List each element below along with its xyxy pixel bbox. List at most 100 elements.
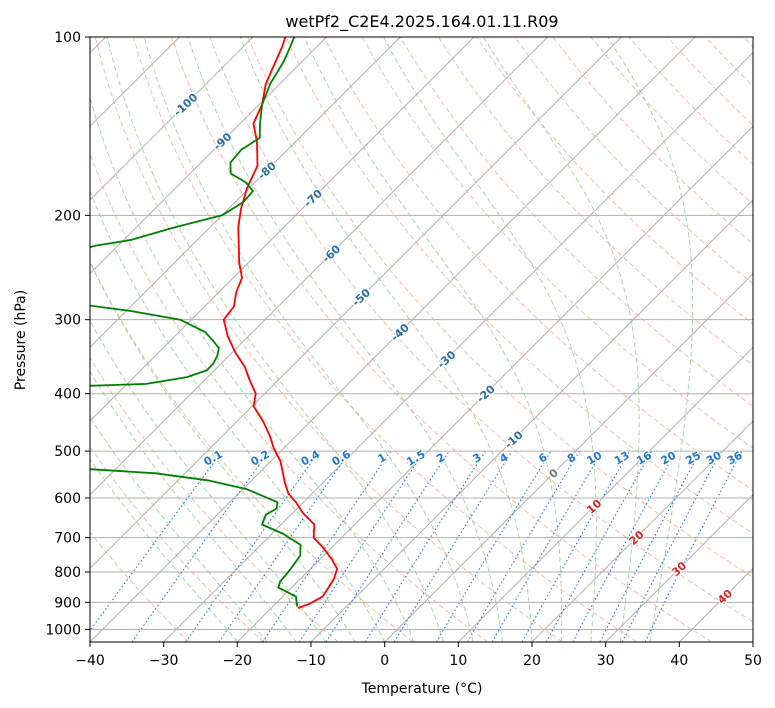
moist-adiabat <box>106 37 445 642</box>
mixing-ratio-line <box>262 450 392 642</box>
x-tick-label: 50 <box>744 653 762 669</box>
mixing-ratio-line <box>90 450 223 632</box>
dry-adiabat <box>704 37 753 87</box>
dry-adiabat <box>171 37 712 642</box>
isotherm-line <box>236 125 753 642</box>
mixing-ratio-line <box>572 450 677 642</box>
moist-adiabat <box>90 416 268 642</box>
isotherm-label: -100 <box>171 91 200 119</box>
mixing-ratio-line <box>644 450 743 642</box>
moist-adiabat <box>90 189 386 642</box>
y-axis: 100 200 300 400 500 600 700 800 900 1000 <box>45 30 90 638</box>
moist-adiabat <box>187 37 503 642</box>
dry-adiabat <box>90 531 190 642</box>
dry-adiabat <box>90 446 264 642</box>
dry-adiabat <box>90 356 339 642</box>
moist-adiabat <box>143 37 474 642</box>
x-axis-label: Temperature (°C) <box>361 681 483 697</box>
dry-adiabat <box>437 37 753 366</box>
isotherm-line <box>90 37 696 642</box>
dry-adiabat <box>90 152 488 642</box>
y-tick-label: 500 <box>54 444 81 460</box>
mixing-ratio-line <box>599 450 701 642</box>
dry-adiabat <box>399 37 753 407</box>
isotherm-line <box>457 346 753 642</box>
x-tick-label: −30 <box>149 653 179 669</box>
x-tick-label: −20 <box>223 653 253 669</box>
dry-adiabat <box>743 37 753 48</box>
moist-adiabat <box>303 37 563 642</box>
dry-adiabat <box>666 37 753 126</box>
mixing-ratio-line <box>467 450 580 642</box>
chart-title: wetPf2_C2E4.2025.164.01.11.R09 <box>285 12 558 32</box>
mixing-ratio-line <box>298 450 425 642</box>
isotherm-line <box>752 641 753 642</box>
x-tick-label: −10 <box>296 653 326 669</box>
isotherm-line <box>90 37 549 496</box>
dry-adiabat <box>590 37 753 205</box>
x-tick-label: 0 <box>380 653 389 669</box>
isotherm-line <box>163 51 753 642</box>
x-tick-label: 30 <box>597 653 615 669</box>
plot-frame <box>89 36 754 643</box>
y-tick-label: 900 <box>54 595 81 611</box>
mixing-ratio-line <box>218 450 351 642</box>
moist-adiabat <box>482 37 640 642</box>
y-tick-label: 800 <box>54 565 81 581</box>
mixing-ratio-label: 8 <box>565 451 578 466</box>
mixing-ratio-line <box>545 450 653 642</box>
isotherm-line <box>678 567 753 642</box>
temperature-line <box>222 37 338 609</box>
moist-adiabat <box>383 37 597 642</box>
isotherm-line <box>90 37 254 201</box>
y-tick-label: 1000 <box>45 622 81 638</box>
dry-adiabat <box>552 37 753 245</box>
mixing-ratio-line <box>131 450 270 642</box>
y-tick-label: 600 <box>54 491 81 507</box>
dry-adiabat <box>514 37 753 285</box>
isotherm-line <box>90 37 401 349</box>
y-tick-label: 200 <box>54 208 81 224</box>
isotherm-line <box>90 37 328 275</box>
y-axis-label: Pressure (hPa) <box>13 290 29 390</box>
x-tick-label: 10 <box>449 653 467 669</box>
moist-adiabat <box>607 37 694 642</box>
dry-adiabat <box>323 37 753 491</box>
x-tick-label: 40 <box>670 653 688 669</box>
mixing-ratio-label: 3 <box>471 451 484 466</box>
dry-adiabat <box>285 37 753 535</box>
dry-adiabat <box>209 37 753 623</box>
mixing-ratio-line <box>521 450 630 642</box>
y-tick-label: 700 <box>54 531 81 547</box>
mixing-ratio-label: 4 <box>497 450 510 465</box>
dry-adiabat <box>247 37 753 578</box>
isotherm-line <box>531 420 753 642</box>
isotherm-line <box>90 37 622 570</box>
pressure-gridlines <box>90 37 753 630</box>
mixing-ratio-line <box>393 450 513 642</box>
dry-adiabat <box>94 37 563 642</box>
moist-adiabat <box>239 37 533 642</box>
y-tick-label: 100 <box>54 30 81 46</box>
y-tick-label: 400 <box>54 387 81 403</box>
moist-adiabat <box>90 458 238 642</box>
y-tick-label: 300 <box>54 313 81 329</box>
moist-adiabat <box>90 260 356 642</box>
background-lines <box>90 37 753 642</box>
isotherm-line <box>605 493 753 642</box>
x-tick-label: 20 <box>523 653 541 669</box>
isotherm-line <box>384 272 753 642</box>
mixing-ratio-line <box>325 450 450 642</box>
dewpoint-line <box>90 37 302 607</box>
x-tick-label: −40 <box>75 653 105 669</box>
dry-adiabat <box>132 37 638 642</box>
dry-adiabat <box>90 260 414 642</box>
mixing-ratio-line <box>185 450 320 642</box>
dry-adiabat <box>361 37 753 449</box>
mixing-ratio-label: 6 <box>536 450 549 465</box>
x-axis: −40 −30 −20 −10 0 10 20 30 40 50 <box>75 642 762 669</box>
isotherm-line <box>310 199 753 642</box>
isotherm-line <box>90 37 475 422</box>
profile-lines <box>90 37 338 609</box>
